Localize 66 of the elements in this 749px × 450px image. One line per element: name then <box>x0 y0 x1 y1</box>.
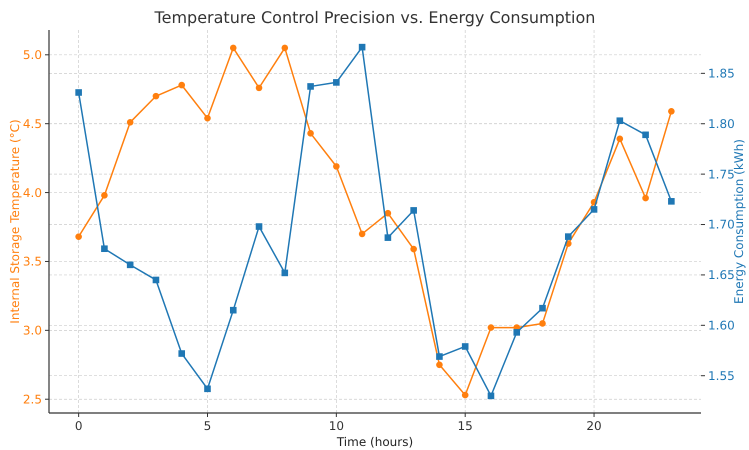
point <box>178 350 186 357</box>
x-axis-title: Time (hours) <box>336 435 414 449</box>
x-tick-label: 10 <box>328 419 344 433</box>
point <box>410 246 417 252</box>
point <box>75 233 82 240</box>
point <box>668 198 675 205</box>
x-tick-label: 5 <box>204 419 212 433</box>
x-tick-label: 0 <box>74 419 82 433</box>
y2-tick-label: 1.55 <box>708 368 735 383</box>
x-tick-label: 15 <box>458 419 473 433</box>
point <box>126 119 134 126</box>
point <box>333 163 340 170</box>
point <box>358 44 366 50</box>
point <box>539 320 546 327</box>
point <box>152 276 160 284</box>
point <box>539 304 546 312</box>
point <box>590 206 598 213</box>
point <box>384 234 392 241</box>
point <box>436 361 443 368</box>
y2-tick-label: 1.60 <box>708 318 735 333</box>
chart-title: Temperature Control Precision vs. Energy Consumption <box>154 8 596 27</box>
point <box>668 108 675 115</box>
point <box>204 114 211 122</box>
y2-tick-label: 1.75 <box>708 167 735 182</box>
point <box>616 136 624 142</box>
point <box>384 210 392 217</box>
point <box>101 245 108 252</box>
point <box>513 329 520 336</box>
y2-tick-label: 1.70 <box>708 218 735 232</box>
point <box>204 386 211 392</box>
point <box>642 132 649 138</box>
point <box>282 270 288 276</box>
point <box>333 79 340 86</box>
point <box>642 194 649 202</box>
y-tick-label: 4.0 <box>22 186 42 200</box>
point <box>256 223 262 230</box>
point <box>126 262 134 268</box>
point <box>462 343 468 350</box>
point <box>230 306 237 314</box>
point <box>282 44 288 52</box>
point <box>307 130 314 137</box>
y2-tick-label: 1.85 <box>708 66 735 81</box>
point <box>436 353 443 360</box>
point <box>152 92 160 100</box>
y2-tick-label: 1.65 <box>708 268 735 282</box>
point <box>488 324 494 331</box>
point <box>75 89 82 96</box>
point <box>462 392 468 398</box>
y-axis-title: Internal Storage Temperature (°C) <box>8 119 22 324</box>
point <box>230 44 237 52</box>
point <box>307 83 314 90</box>
y-tick-label: 3.5 <box>22 254 42 269</box>
point <box>616 117 624 124</box>
point <box>564 233 572 240</box>
y-tick-label: 5.0 <box>22 48 42 62</box>
point <box>488 392 494 400</box>
point <box>178 82 186 88</box>
y-tick-label: 4.5 <box>22 116 42 131</box>
x-tick-label: 20 <box>586 419 602 433</box>
point <box>101 192 108 199</box>
point <box>358 230 366 238</box>
y-tick-label: 2.5 <box>22 392 42 406</box>
y2-tick-label: 1.80 <box>708 116 735 131</box>
y-tick-label: 3.0 <box>22 324 42 338</box>
point <box>256 84 262 92</box>
point <box>410 207 417 214</box>
